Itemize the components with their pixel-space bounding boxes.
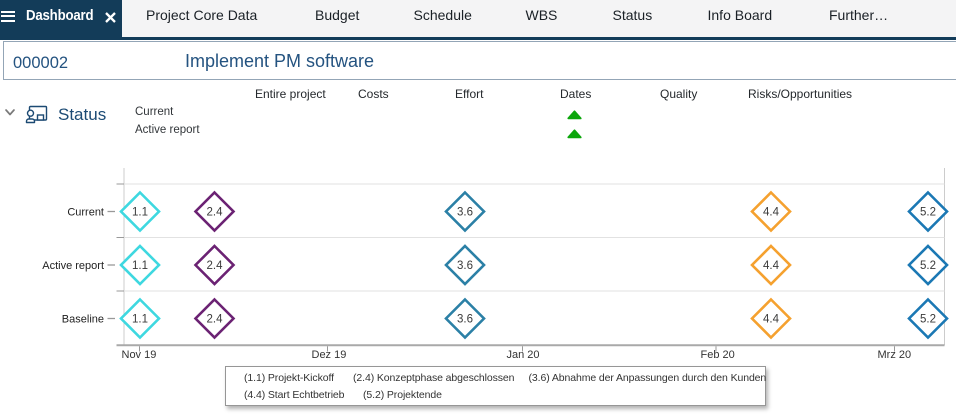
svg-text:2.4: 2.4 — [207, 207, 224, 219]
svg-text:5.2: 5.2 — [920, 260, 936, 272]
svg-text:5.2: 5.2 — [920, 314, 936, 326]
svg-text:3.6: 3.6 — [457, 260, 473, 272]
svg-text:Baseline: Baseline — [62, 314, 104, 326]
svg-text:1.1: 1.1 — [132, 207, 148, 219]
svg-text:Dez 19: Dez 19 — [312, 349, 347, 361]
svg-text:Current: Current — [67, 207, 104, 219]
svg-text:4.4: 4.4 — [763, 207, 780, 219]
svg-text:Feb 20: Feb 20 — [701, 349, 735, 361]
svg-text:Mrz 20: Mrz 20 — [878, 349, 912, 361]
svg-text:2.4: 2.4 — [207, 260, 224, 272]
svg-text:Jan 20: Jan 20 — [507, 349, 540, 361]
svg-text:1.1: 1.1 — [132, 260, 148, 272]
svg-text:3.6: 3.6 — [457, 207, 473, 219]
svg-text:3.6: 3.6 — [457, 314, 473, 326]
svg-text:2.4: 2.4 — [207, 314, 224, 326]
svg-text:5.2: 5.2 — [920, 207, 936, 219]
svg-text:1.1: 1.1 — [132, 314, 148, 326]
svg-text:Nov 19: Nov 19 — [122, 349, 157, 361]
svg-text:4.4: 4.4 — [763, 260, 780, 272]
svg-text:4.4: 4.4 — [763, 314, 780, 326]
svg-text:Active report: Active report — [42, 260, 104, 272]
